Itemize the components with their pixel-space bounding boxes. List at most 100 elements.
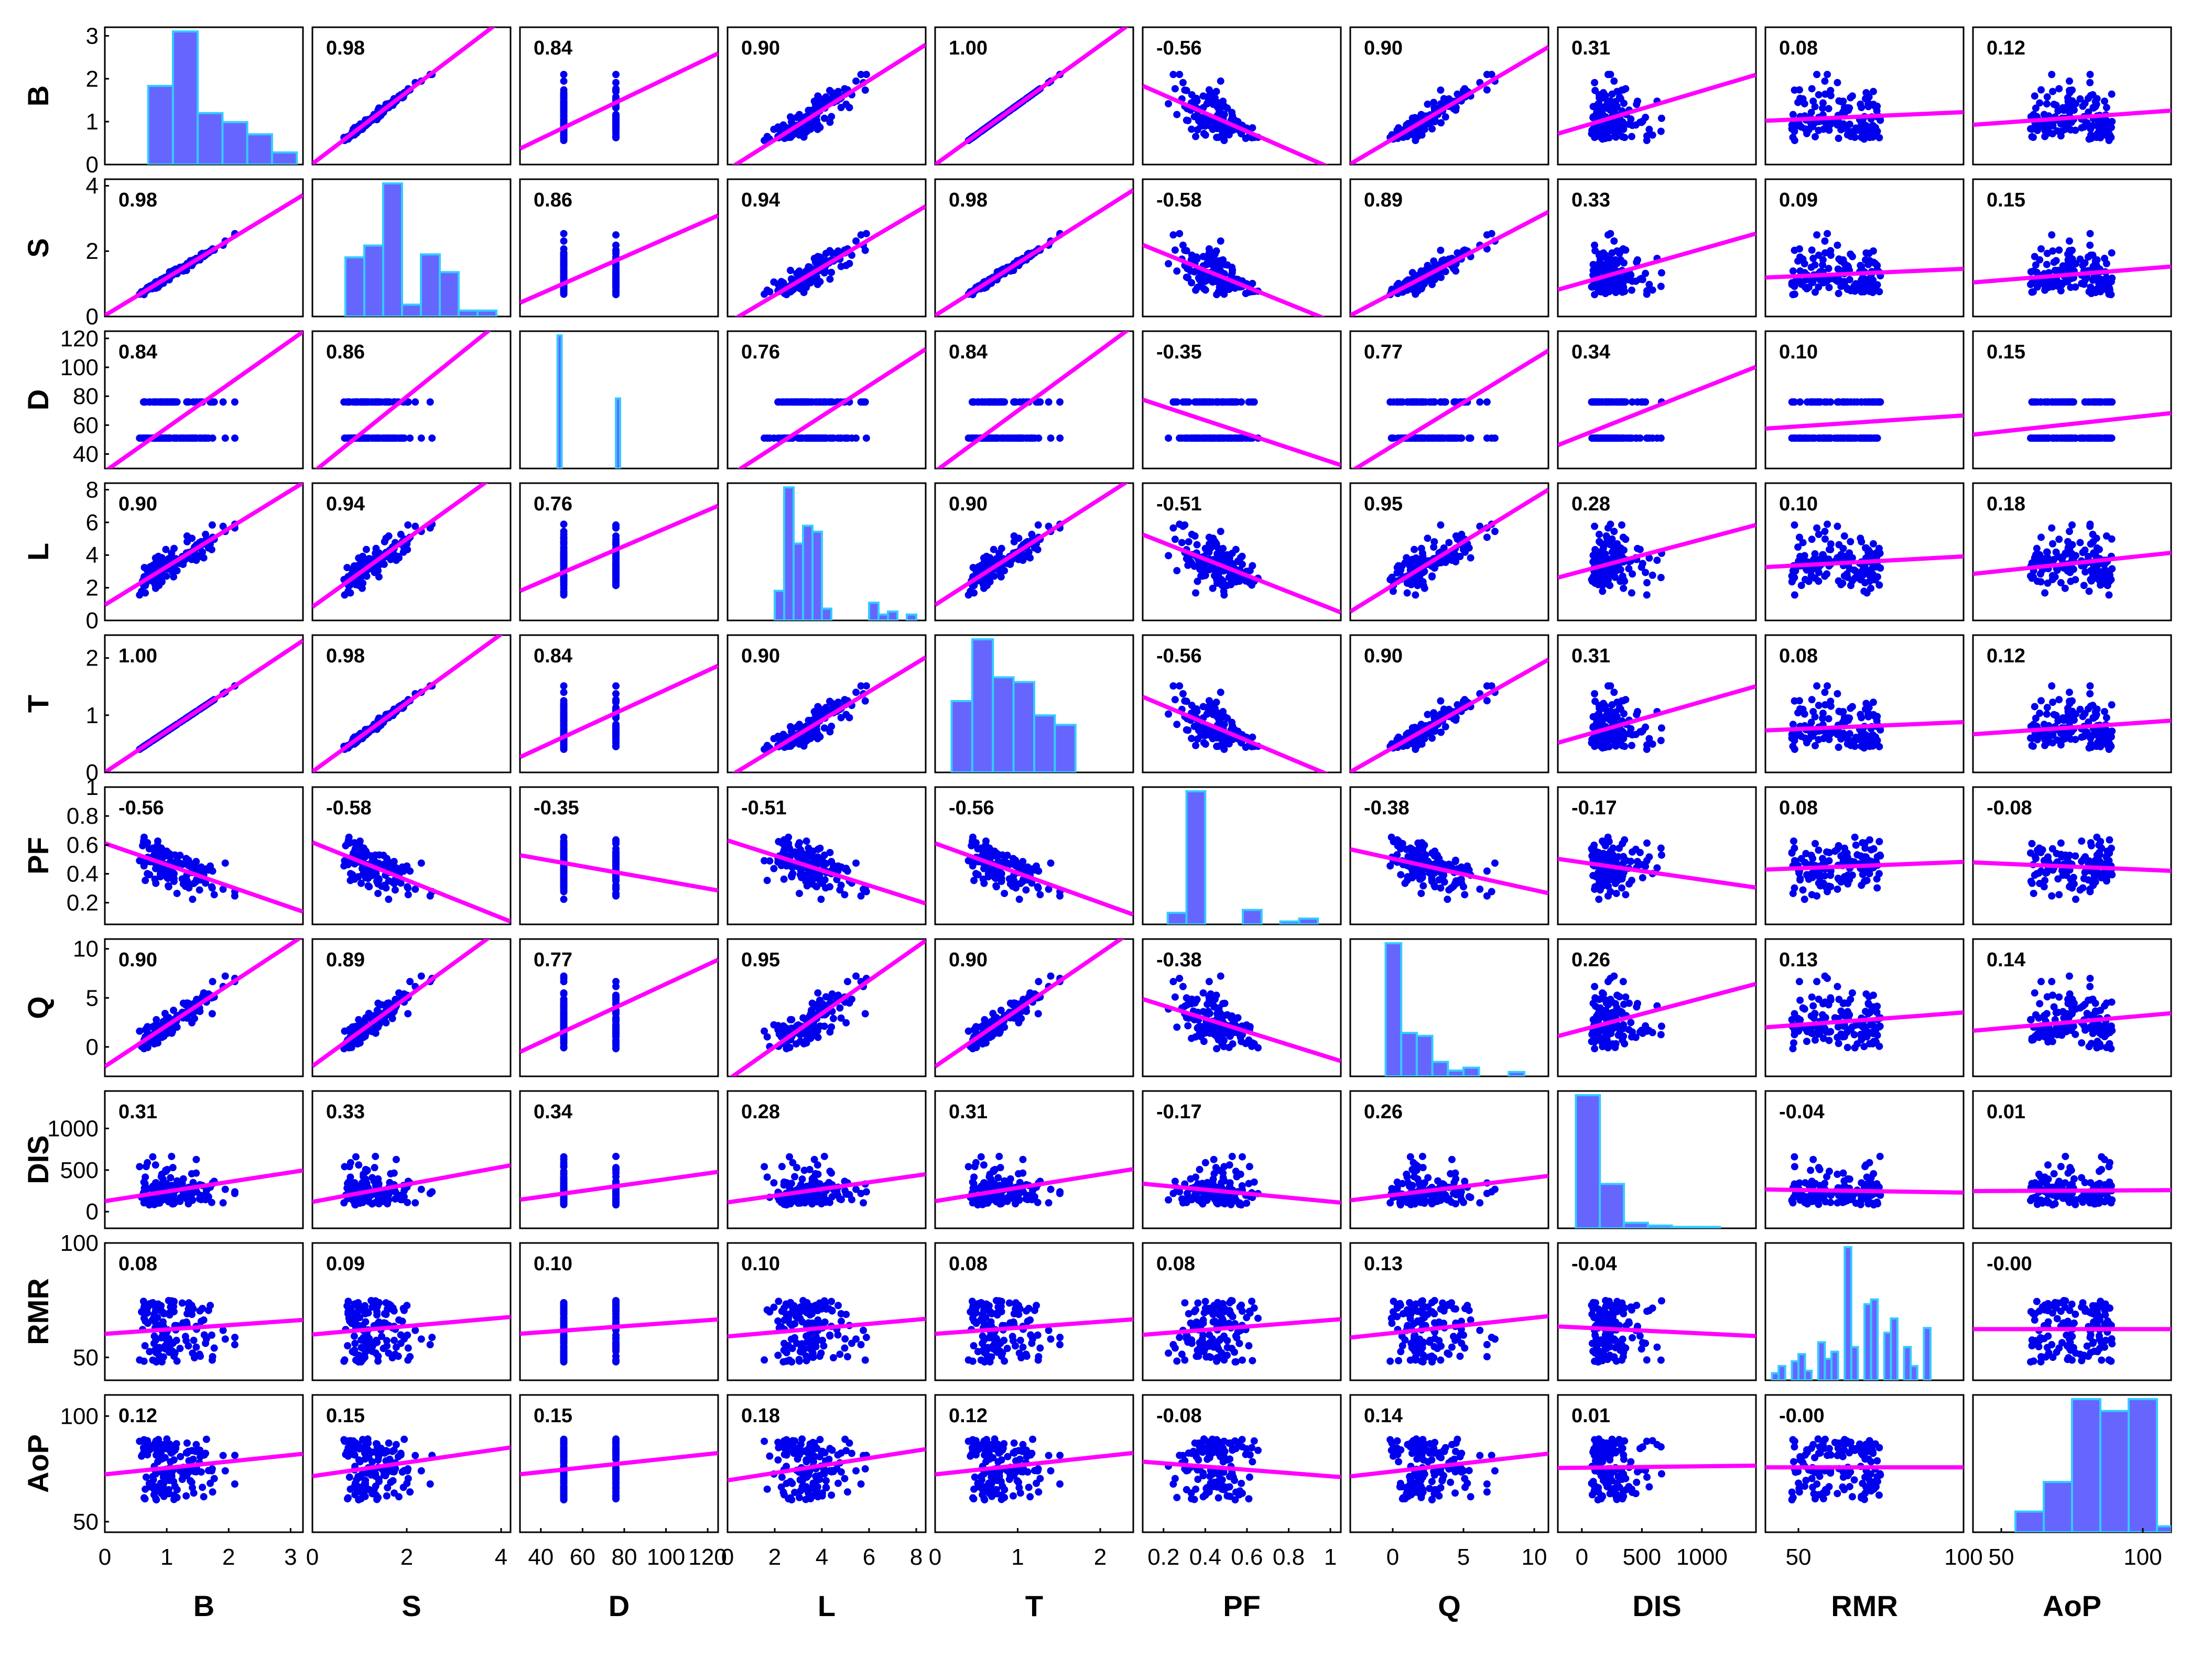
scatter-point [1824, 230, 1831, 237]
scatter-point [1205, 434, 1213, 442]
scatter-point [1035, 434, 1043, 442]
scatter-point [1595, 530, 1603, 538]
scatter-point [2065, 77, 2073, 85]
scatter-point [1205, 86, 1213, 94]
scatter-point [2095, 275, 2103, 283]
scatter-point [1620, 125, 1628, 133]
fit-line [936, 331, 1130, 468]
correlation-label: 0.34 [1571, 341, 1610, 363]
scatter-point [404, 398, 412, 406]
scatter-point [1638, 398, 1645, 406]
scatter-point [761, 434, 768, 442]
scatter-point [1229, 126, 1237, 134]
histogram-bar [783, 486, 795, 620]
histogram-bar [401, 303, 422, 317]
correlation-label: 0.90 [1364, 37, 1403, 59]
fit-line [1973, 411, 2171, 437]
panel-D-vs-DIS: 0.34 [1557, 330, 1757, 470]
scatter-point [612, 288, 620, 296]
panel-D-vs-B: 0.84 [104, 330, 304, 470]
scatter-point [1604, 524, 1612, 532]
scatter-point [1801, 552, 1808, 560]
scatter-point [221, 434, 229, 442]
scatter-point [2108, 90, 2116, 98]
scatter-point [391, 434, 398, 442]
scatter-point [1604, 231, 1612, 239]
scatter-point [1437, 398, 1445, 406]
scatter-point [1220, 587, 1228, 595]
panel-S-vs-DIS: 0.33 [1557, 178, 1757, 318]
correlation-label: 0.31 [1571, 37, 1610, 59]
scatter-point [2108, 274, 2116, 282]
scatter-point [417, 434, 425, 442]
scatter-point [1193, 541, 1201, 549]
scatter-point [1628, 286, 1635, 294]
histogram-bar [811, 530, 823, 620]
scatter-point [2093, 134, 2101, 141]
scatter-point [1483, 434, 1491, 442]
scatter-point [1625, 565, 1633, 573]
scatter-point [1211, 276, 1219, 283]
scatter-point [786, 267, 794, 275]
scatter-point [1036, 398, 1044, 406]
scatter-point [1853, 281, 1861, 289]
scatter-point [2068, 259, 2076, 267]
scatter-point [204, 544, 212, 552]
scatter-point [1819, 99, 1827, 107]
scatter-point [1649, 131, 1656, 139]
scatter-point [1871, 102, 1879, 110]
panel-L-vs-Q: 0.95 [1349, 482, 1549, 621]
scatter-point [1188, 125, 1196, 133]
scatter-point [612, 71, 620, 79]
scatter-point [1609, 281, 1617, 289]
correlation-label: 0.98 [949, 189, 988, 211]
scatter-point [800, 289, 808, 297]
scatter-point [158, 554, 166, 562]
panel-L-vs-B: 0.90 [104, 482, 304, 621]
histogram-bar [439, 271, 460, 317]
scatter-point [612, 246, 620, 254]
scatter-point [400, 434, 408, 442]
scatter-point [1789, 267, 1797, 275]
histogram-bar [906, 613, 917, 620]
scatter-point [1791, 137, 1798, 145]
panel-D-vs-L: 0.76 [727, 330, 927, 470]
fit-line [732, 42, 926, 165]
scatter-point [1181, 398, 1189, 406]
correlation-label: 0.89 [1364, 189, 1403, 211]
fit-line [1143, 397, 1341, 467]
scatter-point [1047, 434, 1055, 442]
scatter-point [1794, 257, 1802, 265]
scatter-point [612, 231, 620, 239]
fit-line [1143, 84, 1329, 165]
scatter-point [1201, 286, 1209, 294]
scatter-point [1625, 434, 1633, 442]
fit-line [935, 27, 1129, 165]
scatter-point [1171, 85, 1179, 93]
scatter-point [1205, 245, 1213, 253]
scatter-point [1428, 572, 1436, 580]
histogram-bar [221, 121, 248, 165]
fit-line [1350, 210, 1548, 317]
scatter-point [1596, 538, 1603, 546]
scatter-point [560, 245, 568, 253]
scatter-point [780, 398, 788, 406]
scatter-point [1653, 557, 1661, 564]
fit-line [520, 504, 718, 593]
scatter-point [1875, 398, 1883, 406]
scatter-point [1859, 276, 1867, 283]
scatter-point [1834, 398, 1841, 406]
scatter-point [2048, 71, 2056, 79]
scatter-point [1179, 79, 1187, 86]
scatter-point [1165, 260, 1173, 268]
scatter-point [170, 544, 178, 552]
scatter-point [1645, 280, 1653, 288]
scatter-point [612, 536, 620, 543]
scatter-point [162, 546, 170, 553]
scatter-point [1599, 587, 1607, 595]
panel-frame [311, 178, 512, 318]
scatter-point [1605, 581, 1613, 589]
panel-frame [1557, 178, 1757, 318]
scatter-point [428, 434, 436, 442]
scatter-point [2033, 283, 2041, 291]
